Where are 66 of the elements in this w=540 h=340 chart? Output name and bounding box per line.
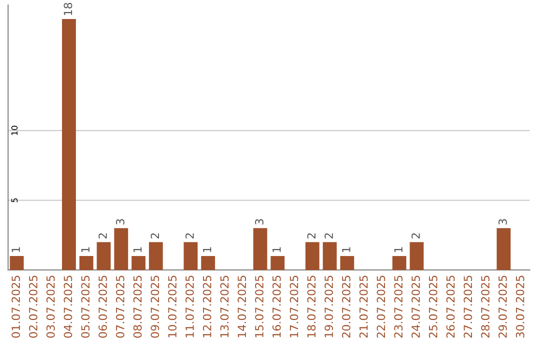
bar	[10, 256, 24, 270]
data-label: 1	[394, 247, 402, 252]
data-label: 3	[116, 219, 124, 225]
bar	[340, 256, 354, 270]
x-tick-label: 01.07.2025	[12, 276, 20, 338]
x-tick-label: 23.07.2025	[394, 276, 403, 338]
bar	[184, 242, 198, 270]
x-tick-label: 07.07.2025	[116, 276, 124, 338]
x-tick-label: 04.07.2025	[64, 276, 72, 338]
x-tick-label: 18.07.2025	[307, 276, 316, 338]
bar	[114, 228, 128, 270]
x-tick-label: 25.07.2025	[428, 276, 438, 338]
x-tick-label: 05.07.2025	[81, 276, 90, 338]
y-tick-label: 5	[11, 198, 18, 202]
x-tick-label: 28.07.2025	[481, 276, 490, 338]
bar	[270, 256, 285, 270]
x-tick-label: 29.07.2025	[498, 276, 507, 338]
data-label: 2	[98, 233, 107, 238]
x-tick-label: 21.07.2025	[359, 276, 368, 338]
bar	[132, 256, 146, 270]
x-tick-label: 20.07.2025	[342, 276, 350, 338]
x-tick-label: 22.07.2025	[376, 276, 386, 338]
bar	[79, 256, 94, 270]
x-tick-label: 30.07.2025	[516, 276, 524, 338]
x-tick-label: 15.07.2025	[255, 276, 264, 338]
x-tick-label: 08.07.2025	[133, 276, 142, 338]
data-label: 2	[307, 233, 316, 238]
data-label: 1	[12, 247, 20, 252]
data-label: 2	[150, 233, 159, 238]
bar	[96, 242, 111, 270]
x-tick-label: 09.07.2025	[150, 276, 160, 338]
bar	[305, 242, 320, 270]
data-label: 1	[272, 247, 281, 252]
bar	[62, 19, 76, 270]
bar	[322, 242, 337, 270]
x-tick-label: 17.07.2025	[290, 276, 298, 338]
bar	[201, 256, 216, 270]
data-label: 3	[498, 219, 507, 225]
data-label: 1	[203, 247, 212, 252]
data-label: 2	[412, 233, 420, 238]
data-label: 18	[64, 2, 72, 16]
bar	[410, 242, 424, 270]
x-tick-label: 03.07.2025	[46, 276, 55, 338]
bar	[496, 228, 511, 270]
bar	[392, 256, 406, 270]
x-tick-label: 26.07.2025	[446, 276, 455, 338]
x-tick-label: 14.07.2025	[238, 276, 246, 338]
x-tick-label: 27.07.2025	[464, 276, 472, 338]
x-tick-label: 06.07.2025	[98, 276, 107, 338]
x-tick-label: 02.07.2025	[29, 276, 38, 338]
y-tick-label: 10	[11, 126, 18, 135]
bar	[148, 242, 163, 270]
data-label: 1	[342, 247, 350, 252]
x-tick-label: 10.07.2025	[168, 276, 177, 338]
data-label: 2	[324, 233, 333, 238]
x-tick-label: 24.07.2025	[412, 276, 420, 338]
x-tick-label: 19.07.2025	[324, 276, 333, 338]
data-label: 2	[185, 233, 194, 238]
data-label: 1	[133, 247, 142, 252]
x-tick-label: 11.07.2025	[185, 276, 194, 338]
x-tick-label: 13.07.2025	[220, 276, 229, 338]
data-label: 1	[81, 247, 90, 252]
x-tick-label: 16.07.2025	[272, 276, 281, 338]
x-tick-label: 12.07.2025	[202, 276, 212, 338]
bar	[253, 228, 268, 270]
data-label: 3	[255, 219, 264, 225]
